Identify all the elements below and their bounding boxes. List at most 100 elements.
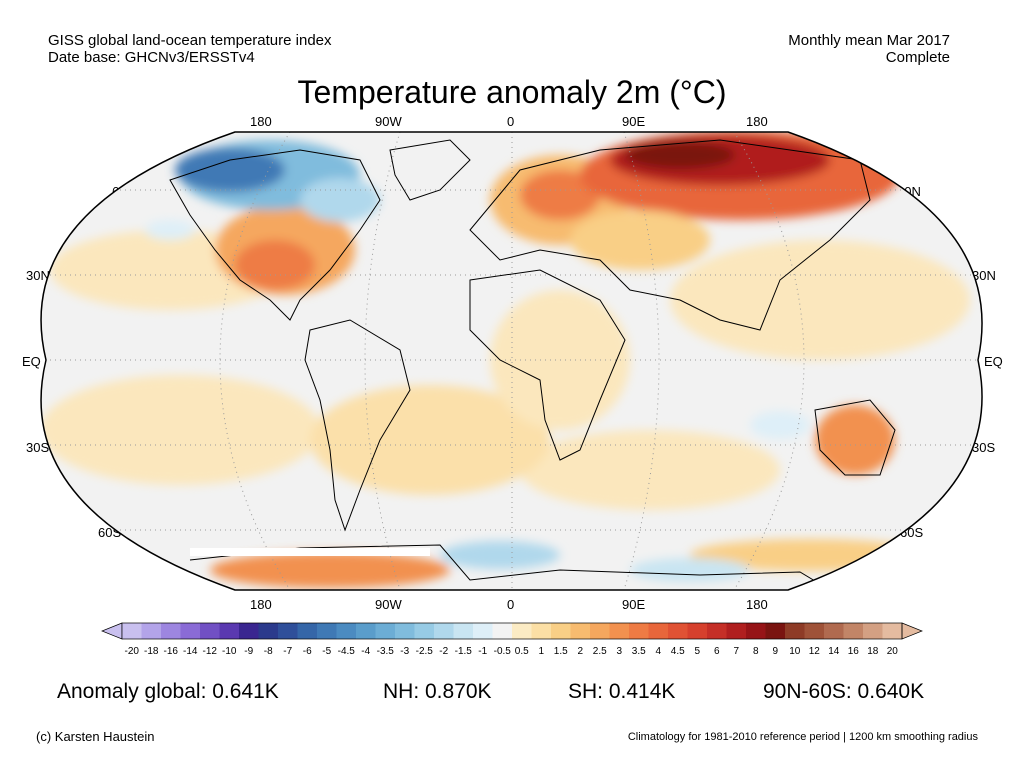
colorbar-tick-label: 20 (886, 646, 898, 657)
lon-label-bottom-180e: 180 (746, 597, 768, 612)
lon-label-top-90w: 90W (375, 114, 402, 129)
colorbar-tick-label: -5 (322, 646, 332, 657)
colorbar-tick-label: -14 (183, 646, 198, 657)
sh-anomaly: SH: 0.414K (568, 680, 676, 703)
lon-label-top-180w: 180 (250, 114, 272, 129)
colorbar-tick-label: -0.5 (493, 646, 511, 657)
lat-label-left-eq: EQ (22, 354, 41, 369)
colorbar-tick-label: 7 (733, 646, 740, 657)
colorbar-tick-label: 4.5 (670, 646, 685, 657)
lon-label-bottom-90e: 90E (622, 597, 646, 612)
colorbar-tick-label: 3.5 (631, 646, 646, 657)
colorbar-tick-label: 8 (752, 646, 759, 657)
colorbar-swatch (434, 623, 454, 639)
period-label: Monthly mean Mar 2017 (788, 32, 950, 49)
lon-label-top-180e: 180 (746, 114, 768, 129)
colorbar-tick-label: 1 (538, 646, 545, 657)
colorbar-tick-label: -2.5 (415, 646, 433, 657)
colorbar-swatch (297, 623, 318, 639)
colorbar-swatch (122, 623, 142, 639)
colorbar-tick-label: -6 (302, 646, 312, 657)
nh-anomaly: NH: 0.870K (383, 680, 492, 703)
colorbar-tick-label: -1 (478, 646, 488, 657)
colorbar (101, 622, 923, 640)
lat-label-right-30s: 30S (972, 440, 996, 455)
lon-label-bottom-90w: 90W (375, 597, 402, 612)
colorbar-tick-label: -8 (263, 646, 273, 657)
colorbar-swatch (707, 623, 727, 639)
colorbar-max-arrow (901, 622, 923, 640)
australia-outline (814, 399, 896, 476)
lat-label-left-30n: 30N (26, 268, 50, 283)
lat-label-right-eq: EQ (984, 354, 1003, 369)
colorbar-tick-label: -18 (144, 646, 159, 657)
colorbar-swatch (668, 623, 688, 639)
colorbar-swatch (629, 623, 649, 639)
colorbar-tick-label: 14 (828, 646, 840, 657)
colorbar-swatch (609, 623, 630, 639)
colorbar-swatch (843, 623, 864, 639)
data-base-label: Date base: GHCNv3/ERSSTv4 (48, 49, 255, 66)
map-title: Temperature anomaly 2m (°C) (297, 74, 727, 110)
colorbar-tick-label: 9 (772, 646, 779, 657)
lat-label-right-30n: 30N (972, 268, 996, 283)
colorbar-swatch (687, 623, 708, 639)
colorbar-swatch (804, 623, 825, 639)
dataset-title: GISS global land-ocean temperature index (48, 32, 332, 49)
colorbar-tick-label: 10 (789, 646, 801, 657)
colorbar-swatch (726, 623, 747, 639)
globe-outline (40, 131, 983, 591)
colorbar-swatch (161, 623, 181, 639)
colorbar-tick-label: 5 (694, 646, 701, 657)
climatology-note: Climatology for 1981-2010 reference peri… (627, 731, 978, 743)
colorbar-swatch (375, 623, 396, 639)
lon-label-top-90e: 90E (622, 114, 646, 129)
colorbar-swatch (590, 623, 610, 639)
colorbar-swatch (356, 623, 376, 639)
global-anomaly: Anomaly global: 0.641K (57, 680, 279, 703)
africa-outline (469, 269, 626, 461)
colorbar-swatch (570, 623, 591, 639)
polar-anomaly: 90N-60S: 0.640K (763, 680, 925, 703)
colorbar-min-arrow (101, 622, 123, 640)
credit: (c) Karsten Haustein (36, 729, 155, 744)
south-america-outline (304, 319, 411, 532)
colorbar-swatch (765, 623, 786, 639)
colorbar-tick-label: -3 (400, 646, 410, 657)
lat-label-left-30s: 30S (26, 440, 50, 455)
anomaly-field (41, 132, 983, 590)
colorbar-tick-label: -3.5 (376, 646, 394, 657)
colorbar-tick-label: 4 (655, 646, 662, 657)
colorbar-swatch (531, 623, 552, 639)
colorbar-tick-label: -10 (222, 646, 237, 657)
colorbar-swatch (551, 623, 571, 639)
colorbar-swatch (219, 623, 240, 639)
lon-label-bottom-180w: 180 (250, 597, 272, 612)
colorbar-tick-label: 6 (713, 646, 720, 657)
coastlines (169, 139, 896, 590)
colorbar-tick-label: -2 (439, 646, 449, 657)
colorbar-swatch (414, 623, 435, 639)
colorbar-swatch (200, 623, 220, 639)
colorbar-tick-label: -4 (361, 646, 371, 657)
colorbar-swatch (473, 623, 493, 639)
colorbar-tick-label: 2 (577, 646, 584, 657)
colorbar-tick-label: -9 (244, 646, 254, 657)
colorbar-swatch (824, 623, 844, 639)
colorbar-tick-label: -16 (163, 646, 178, 657)
colorbar-swatch (141, 623, 162, 639)
colorbar-swatch (239, 623, 259, 639)
colorbar-tick-label: 2.5 (592, 646, 607, 657)
colorbar-tick-label: -7 (283, 646, 293, 657)
missing-data-strip (190, 548, 430, 556)
completeness-label: Complete (885, 49, 950, 66)
colorbar-swatch (336, 623, 357, 639)
colorbar-swatch (648, 623, 669, 639)
colorbar-swatch (453, 623, 474, 639)
lon-label-bottom-0: 0 (507, 597, 515, 612)
colorbar-tick-label: 3 (616, 646, 623, 657)
colorbar-swatch (746, 623, 766, 639)
colorbar-tick-label: -12 (202, 646, 217, 657)
colorbar-swatch (395, 623, 415, 639)
